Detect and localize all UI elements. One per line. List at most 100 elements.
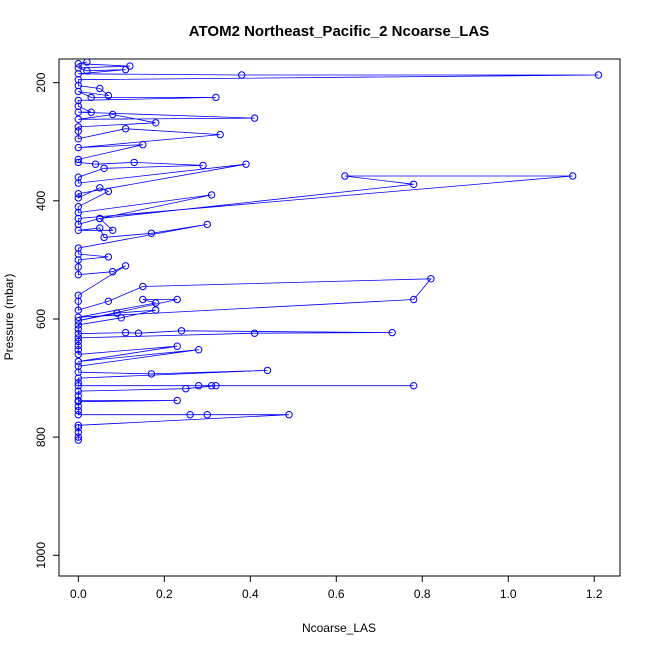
- data-point: [242, 160, 250, 168]
- x-axis: 0.0 0.2 0.4 0.6 0.8 1.0 1.2: [70, 575, 603, 601]
- x-tick-label: 0.2: [156, 587, 173, 601]
- data-point: [117, 314, 126, 322]
- y-axis-label: Pressure (mbar): [2, 274, 16, 361]
- data-point: [96, 224, 104, 232]
- data-point: [74, 406, 83, 415]
- data-point: [74, 190, 83, 198]
- data-point: [83, 67, 91, 75]
- data-point: [74, 350, 83, 359]
- x-tick-label: 0.8: [414, 587, 431, 601]
- x-tick-label: 1.2: [586, 587, 603, 601]
- data-point: [177, 327, 186, 335]
- data-point: [74, 313, 83, 321]
- data-point: [207, 191, 216, 199]
- data-point: [74, 436, 83, 444]
- data-point: [74, 334, 83, 342]
- data-point: [203, 220, 212, 229]
- data-point: [173, 342, 181, 350]
- data-point: [74, 396, 83, 405]
- data-point: [83, 59, 91, 66]
- data-point: [410, 295, 418, 304]
- data-point: [74, 411, 83, 419]
- data-point: [74, 424, 83, 432]
- data-point: [74, 64, 83, 72]
- data-point: [173, 295, 181, 304]
- data-point: [74, 60, 83, 68]
- data-point: [212, 382, 220, 390]
- data-point: [74, 374, 83, 382]
- data-point: [74, 76, 83, 84]
- data-point: [74, 291, 83, 299]
- data-point: [96, 184, 104, 192]
- data-point: [195, 382, 203, 390]
- data-point: [74, 271, 83, 279]
- data-point: [212, 93, 220, 102]
- data-point: [74, 123, 83, 131]
- data-point: [186, 411, 194, 419]
- data-point: [91, 160, 100, 168]
- data-point: [74, 256, 83, 264]
- data-point: [74, 244, 83, 252]
- data-point: [74, 214, 83, 223]
- data-point: [121, 328, 130, 337]
- data-point: [104, 297, 113, 305]
- data-point: [74, 158, 83, 167]
- data-point: [152, 119, 160, 127]
- data-point: [130, 158, 138, 167]
- data-point: [147, 370, 156, 378]
- y-tick-label: 600: [34, 309, 48, 329]
- data-point: [74, 155, 83, 164]
- data-point: [216, 130, 224, 139]
- data-point: [263, 366, 272, 375]
- x-tick-label: 0.4: [242, 587, 259, 601]
- y-tick-label: 800: [34, 427, 48, 447]
- data-point: [74, 346, 83, 354]
- data-point: [285, 411, 293, 419]
- data-point: [109, 268, 117, 276]
- data-point: [74, 263, 83, 271]
- data-point: [74, 321, 83, 329]
- data-point: [203, 411, 212, 419]
- data-point: [152, 299, 160, 307]
- data-point: [96, 214, 104, 223]
- data-point: [139, 282, 147, 291]
- x-tick-label: 0.0: [70, 587, 87, 601]
- data-point: [74, 127, 83, 135]
- data-point: [410, 382, 418, 390]
- data-point: [74, 96, 83, 105]
- data-point: [74, 250, 83, 258]
- data-point: [74, 341, 83, 350]
- data-point: [199, 161, 207, 170]
- data-point: [74, 203, 83, 211]
- series-line: [77, 61, 599, 441]
- data-point: [121, 262, 130, 270]
- data-point: [195, 346, 203, 354]
- series-group: [74, 59, 603, 444]
- plot-area: [74, 59, 603, 444]
- data-point: [74, 362, 83, 370]
- data-point: [74, 402, 83, 411]
- data-point: [96, 84, 104, 93]
- x-tick-label: 1.0: [500, 587, 517, 601]
- data-point: [250, 114, 259, 122]
- data-point: [182, 385, 190, 393]
- x-tick-label: 0.6: [328, 587, 345, 601]
- data-point: [74, 379, 83, 387]
- data-point: [569, 172, 577, 180]
- data-point: [74, 317, 83, 325]
- data-point: [74, 433, 83, 441]
- data-point: [87, 108, 95, 116]
- data-point: [74, 135, 83, 143]
- data-point: [147, 229, 156, 238]
- data-point: [109, 110, 117, 119]
- chart-title: ATOM2 Northeast_Pacific_2 Ncoarse_LAS: [189, 23, 489, 40]
- data-point: [173, 396, 181, 405]
- data-point: [134, 329, 143, 337]
- data-point: [74, 382, 83, 390]
- data-point: [109, 226, 117, 235]
- data-point: [250, 329, 259, 337]
- data-point: [74, 392, 83, 400]
- data-point: [74, 421, 83, 429]
- data-point: [104, 187, 113, 196]
